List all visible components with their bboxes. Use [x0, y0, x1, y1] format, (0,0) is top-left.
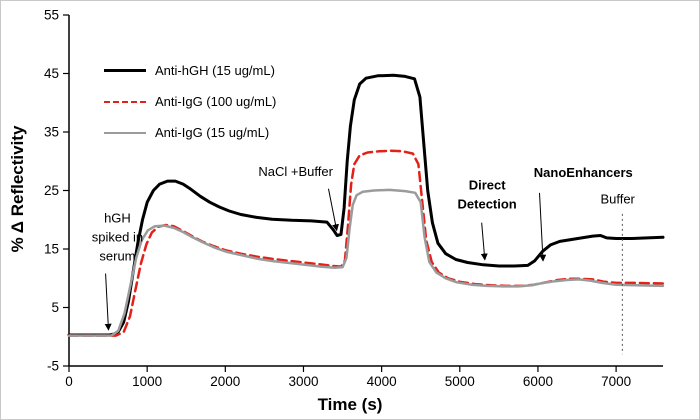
annotation-nacl-buffer: NaCl +Buffer — [258, 164, 333, 179]
y-axis-title: % Δ Reflectivity — [8, 125, 27, 253]
annotation-hgh-spiked-in-serum: spiked in — [92, 230, 143, 245]
series-line-anti-igg-15 — [67, 188, 665, 337]
x-tick-label: 5000 — [445, 374, 475, 389]
legend-item-anti-igg-15: Anti-IgG (15 ug/mL) — [104, 123, 276, 142]
annotation-arrow-nacl-buffer — [327, 188, 339, 232]
annotation-buffer: Buffer — [600, 191, 635, 206]
x-tick-label: 2000 — [210, 374, 240, 389]
y-tick-label: 25 — [44, 183, 59, 198]
x-tick-label: 7000 — [601, 374, 631, 389]
legend: Anti-hGH (15 ug/mL) Anti-IgG (100 ug/mL)… — [104, 61, 276, 154]
y-tick-label: 5 — [51, 300, 59, 315]
legend-item-anti-hgh-15: Anti-hGH (15 ug/mL) — [104, 61, 276, 80]
annotation-direct-detection: Direct — [469, 177, 507, 192]
legend-item-anti-igg-100: Anti-IgG (100 ug/mL) — [104, 92, 276, 111]
y-tick-label: 45 — [44, 66, 59, 81]
x-tick-label: 3000 — [288, 374, 318, 389]
annotation-hgh-spiked-in-serum: serum — [99, 249, 135, 264]
annotation-nanoenhancers: NanoEnhancers — [534, 165, 633, 180]
legend-line-sample-gray — [104, 131, 146, 134]
legend-line-sample-red-dashed — [104, 100, 146, 103]
legend-label: Anti-IgG (100 ug/mL) — [155, 94, 277, 109]
y-tick-label: 15 — [44, 242, 59, 257]
series-line-anti-hgh-15 — [67, 73, 665, 337]
annotation-arrow-direct-detection — [480, 222, 488, 261]
y-tick-label: 35 — [44, 125, 59, 140]
y-tick-label: 55 — [44, 8, 59, 23]
x-tick-label: 4000 — [367, 374, 397, 389]
annotation-arrow-hgh-spiked-in-serum — [104, 273, 112, 331]
annotation-direct-detection: Detection — [458, 196, 517, 211]
y-tick-label: -5 — [47, 359, 59, 374]
legend-label: Anti-hGH (15 ug/mL) — [155, 63, 275, 78]
x-axis-title: Time (s) — [317, 395, 383, 414]
annotation-arrow-nanoenhancers — [539, 192, 547, 262]
legend-line-sample-black — [104, 69, 146, 72]
x-tick-label: 0 — [65, 374, 73, 389]
legend-label: Anti-IgG (15 ug/mL) — [155, 125, 270, 140]
x-tick-label: 1000 — [132, 374, 162, 389]
annotation-hgh-spiked-in-serum: hGH — [104, 211, 131, 226]
x-tick-label: 6000 — [523, 374, 553, 389]
